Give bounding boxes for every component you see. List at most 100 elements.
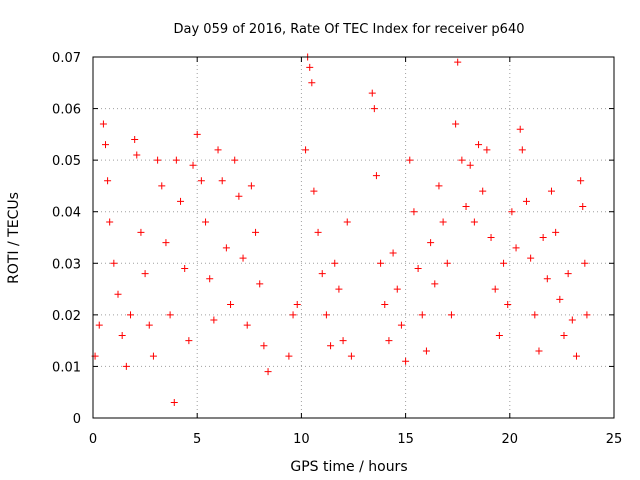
data-point [335, 285, 343, 293]
y-tick-label: 0.03 [52, 257, 81, 272]
axis-ticks [92, 56, 615, 419]
plot-frame [92, 56, 615, 419]
data-point [185, 337, 193, 345]
x-tick-label: 0 [89, 432, 97, 447]
data-point [439, 218, 447, 226]
data-point [106, 218, 114, 226]
data-point [260, 342, 268, 350]
data-point [516, 125, 524, 133]
y-tick-label: 0.07 [52, 51, 81, 66]
data-point [339, 337, 347, 345]
data-point [527, 254, 535, 262]
data-point [427, 239, 435, 247]
data-point [564, 270, 572, 278]
y-tick-label: 0.02 [52, 309, 81, 324]
data-point [133, 151, 141, 159]
data-point [145, 321, 153, 329]
data-point [372, 172, 380, 180]
data-point [206, 275, 214, 283]
data-point [543, 275, 551, 283]
data-point [166, 311, 174, 319]
data-point [452, 120, 460, 128]
grid-lines [93, 57, 614, 418]
data-point [95, 321, 103, 329]
data-point [314, 228, 322, 236]
data-point [318, 270, 326, 278]
y-tick-label: 0.01 [52, 360, 81, 375]
data-point [231, 156, 239, 164]
data-point [170, 399, 178, 407]
data-point [162, 239, 170, 247]
data-point [504, 301, 512, 309]
data-point [102, 141, 110, 149]
data-point [431, 280, 439, 288]
data-point [535, 347, 543, 355]
data-point [239, 254, 247, 262]
data-point [462, 203, 470, 211]
data-point [322, 311, 330, 319]
data-point [370, 105, 378, 113]
data-point [487, 234, 495, 241]
x-tick-label: 25 [606, 432, 623, 447]
data-point [172, 156, 180, 164]
x-tick-label: 15 [397, 432, 414, 447]
data-point [422, 347, 430, 355]
data-point [377, 259, 385, 267]
data-point [518, 146, 526, 154]
data-point [158, 182, 166, 190]
data-point [479, 187, 487, 195]
data-point [385, 337, 393, 345]
data-point [447, 311, 455, 319]
data-point [310, 187, 318, 195]
data-point [397, 321, 405, 329]
data-point [410, 208, 418, 216]
x-tick-label: 5 [193, 432, 201, 447]
data-point [402, 357, 410, 365]
data-point [466, 161, 474, 169]
data-point [539, 234, 547, 241]
data-point [137, 228, 145, 236]
data-point [470, 218, 478, 226]
data-point [368, 89, 376, 97]
data-point [556, 295, 564, 303]
data-point [347, 352, 355, 360]
x-tick-labels: 0 5 10 15 20 25 [89, 432, 622, 447]
data-point [572, 352, 580, 360]
y-tick-label: 0.05 [52, 154, 81, 169]
data-point [264, 368, 272, 376]
data-point [327, 342, 335, 350]
data-point [577, 177, 585, 185]
data-point [122, 362, 130, 370]
data-point [104, 177, 112, 185]
data-point [547, 187, 555, 195]
data-point [560, 331, 568, 339]
data-point [210, 316, 218, 324]
data-point [218, 177, 226, 185]
data-point [114, 290, 122, 298]
data-point [302, 146, 310, 154]
data-point [243, 321, 251, 329]
data-point [214, 146, 222, 154]
y-tick-labels: 0 0.01 0.02 0.03 0.04 0.05 0.06 0.07 [52, 51, 81, 427]
data-point [256, 280, 264, 288]
data-point [227, 301, 235, 309]
y-axis-label: ROTI / TECUs [6, 192, 22, 284]
data-point [475, 141, 483, 149]
y-tick-label: 0 [73, 412, 81, 427]
data-point [193, 130, 201, 138]
data-point [331, 259, 339, 267]
data-point [583, 311, 591, 319]
data-point [131, 136, 139, 144]
data-points [91, 53, 591, 407]
data-point [552, 228, 560, 236]
data-point [118, 331, 126, 339]
data-point [581, 259, 589, 267]
data-point [500, 259, 508, 267]
data-point [495, 331, 503, 339]
data-point [568, 316, 576, 324]
data-point [197, 177, 205, 185]
data-point [414, 264, 422, 272]
data-point [483, 146, 491, 154]
data-point [512, 244, 520, 252]
